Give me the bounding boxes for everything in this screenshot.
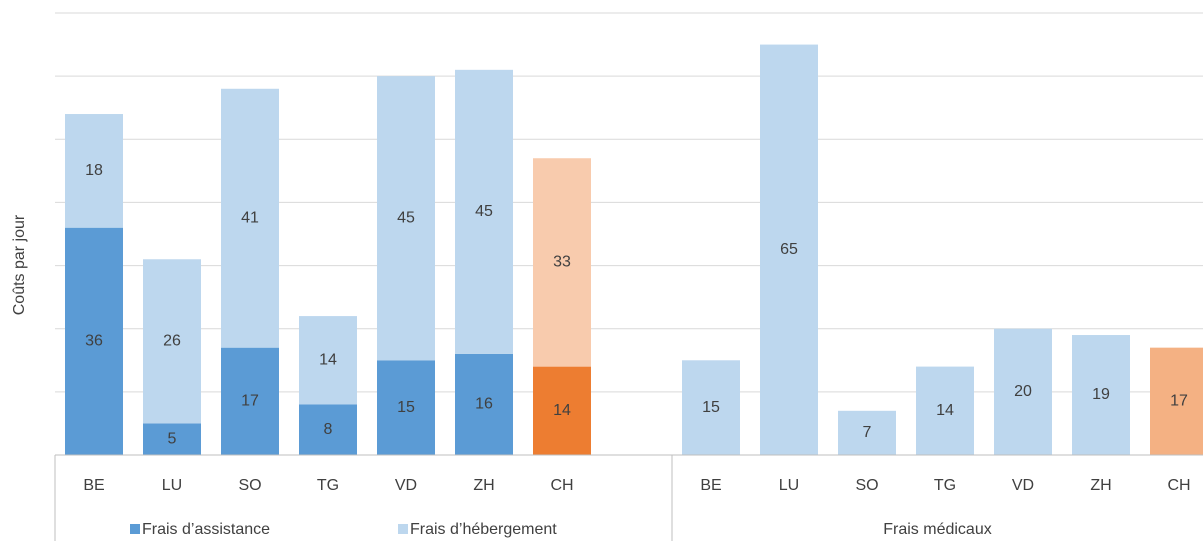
- data-label: 15: [397, 399, 415, 416]
- y-axis-label: Coûts par jour: [11, 214, 28, 315]
- data-label: 45: [397, 209, 415, 226]
- x-tick-label: LU: [162, 477, 182, 494]
- bar-segment: [1150, 347, 1203, 455]
- bar-segment: [299, 404, 357, 455]
- bar-segment: [455, 353, 513, 455]
- data-label: 15: [702, 399, 720, 416]
- bar-segment: [1072, 335, 1130, 455]
- bar-segment: [143, 423, 201, 455]
- x-tick-label: BE: [83, 477, 104, 494]
- x-tick-label: LU: [779, 477, 799, 494]
- x-tick-label: TG: [934, 477, 956, 494]
- bar-segment: [533, 366, 591, 455]
- bar-segment: [682, 360, 740, 455]
- bar-segment: [299, 316, 357, 405]
- data-label: 20: [1014, 383, 1032, 400]
- bar-segment: [994, 328, 1052, 455]
- x-tick-label: SO: [238, 477, 261, 494]
- bar-segment: [533, 158, 591, 367]
- x-tick-label: SO: [855, 477, 878, 494]
- data-label: 14: [319, 352, 337, 369]
- data-label: 8: [324, 421, 333, 438]
- legend-label: Frais d’hébergement: [410, 521, 557, 538]
- bar-segment: [143, 259, 201, 424]
- bar-segment: [65, 227, 123, 455]
- legend-swatch: [130, 524, 140, 534]
- bar-segment: [377, 360, 435, 455]
- bar-segment: [221, 347, 279, 455]
- bar-segment: [455, 69, 513, 354]
- data-label: 18: [85, 162, 103, 179]
- data-label: 65: [780, 241, 798, 258]
- bar-segment: [221, 88, 279, 348]
- data-label: 26: [163, 333, 181, 350]
- data-label: 16: [475, 396, 493, 413]
- data-label: 5: [168, 430, 177, 447]
- legend-swatch: [398, 524, 408, 534]
- x-tick-label: VD: [1012, 477, 1034, 494]
- bar-segment: [377, 76, 435, 361]
- group-label: Frais médicaux: [883, 521, 991, 538]
- legend-label: Frais d’assistance: [142, 521, 270, 538]
- data-label: 36: [85, 333, 103, 350]
- data-label: 14: [936, 402, 954, 419]
- x-tick-label: CH: [550, 477, 573, 494]
- data-label: 41: [241, 209, 259, 226]
- data-label: 7: [863, 424, 872, 441]
- data-label: 33: [553, 254, 571, 271]
- data-label: 17: [1170, 393, 1188, 410]
- x-tick-label: ZH: [473, 477, 494, 494]
- data-label: 19: [1092, 386, 1110, 403]
- data-label: 14: [553, 402, 571, 419]
- bar-segment: [916, 366, 974, 455]
- x-tick-label: CH: [1167, 477, 1190, 494]
- data-label: 17: [241, 393, 259, 410]
- bar-segment: [65, 114, 123, 228]
- data-label: 45: [475, 203, 493, 220]
- bar-segment: [838, 410, 896, 455]
- x-tick-label: VD: [395, 477, 417, 494]
- bar-segment: [760, 44, 818, 455]
- x-tick-label: BE: [700, 477, 721, 494]
- x-tick-label: TG: [317, 477, 339, 494]
- x-tick-label: ZH: [1090, 477, 1111, 494]
